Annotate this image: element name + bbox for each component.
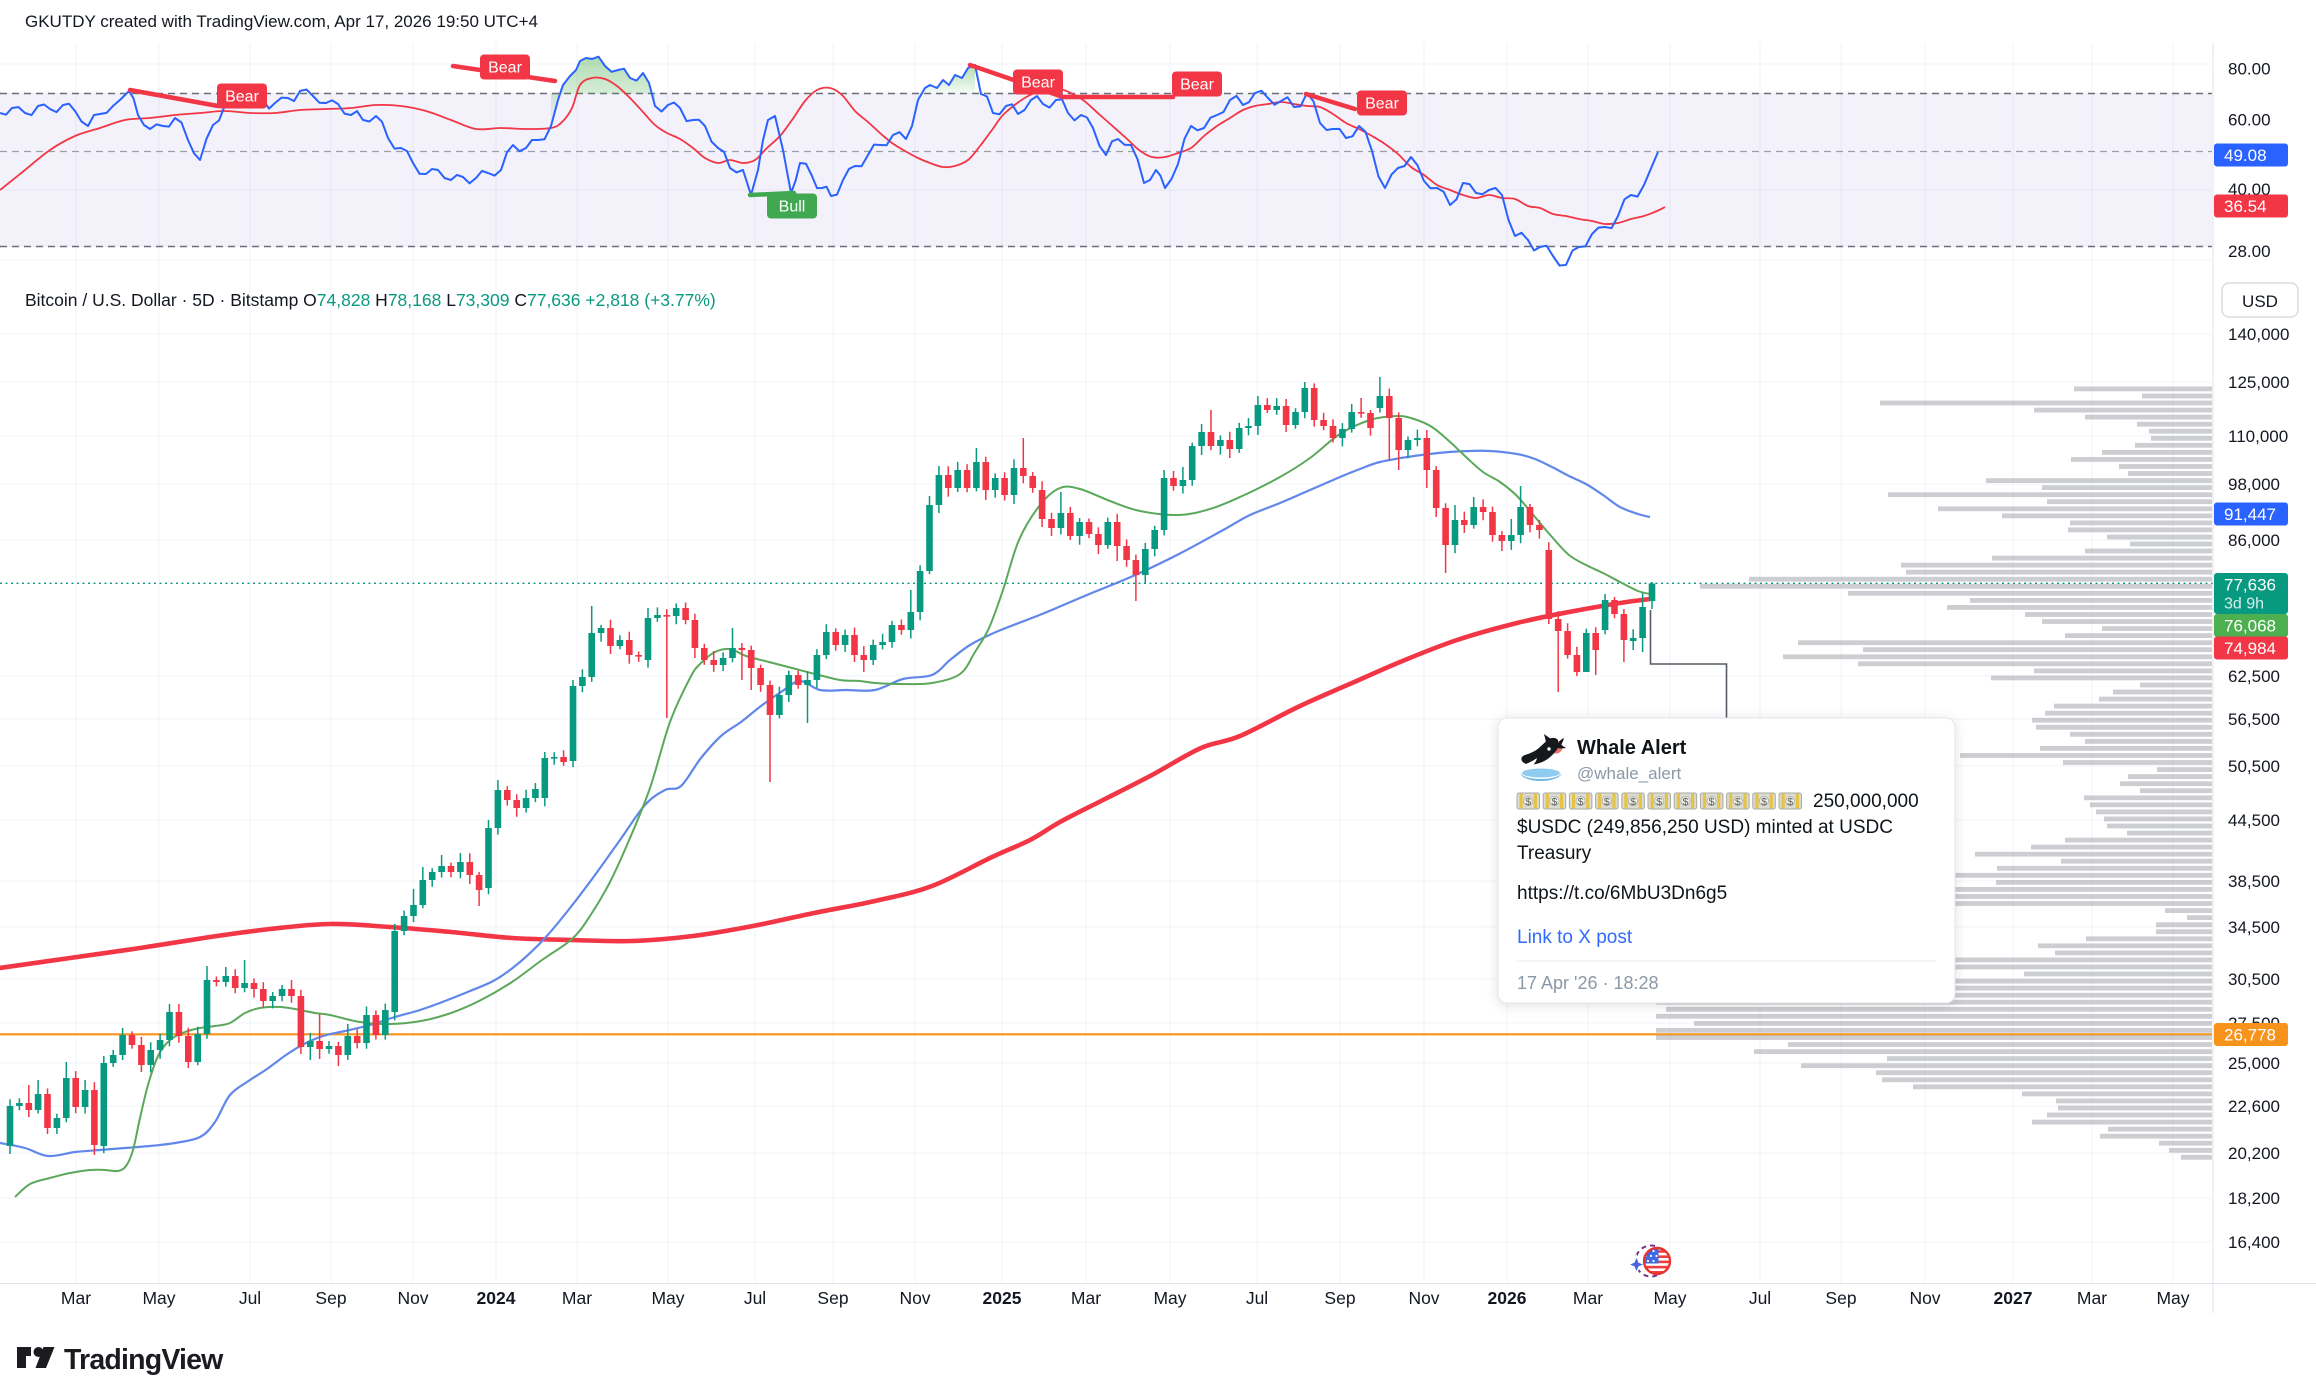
svg-text:$: $	[1604, 796, 1610, 808]
svg-text:Nov: Nov	[397, 1288, 428, 1308]
svg-text:2026: 2026	[1488, 1288, 1527, 1308]
svg-text:$: $	[1578, 796, 1584, 808]
svg-text:86,000: 86,000	[2228, 531, 2280, 550]
svg-text:Bear: Bear	[488, 60, 522, 77]
svg-text:TradingView: TradingView	[64, 1344, 224, 1376]
svg-text:2024: 2024	[477, 1288, 516, 1308]
svg-text:Mar: Mar	[562, 1288, 592, 1308]
svg-text:$: $	[1709, 796, 1715, 808]
svg-text:2027: 2027	[1994, 1288, 2033, 1308]
svg-text:$: $	[1735, 796, 1741, 808]
svg-text:49.08: 49.08	[2224, 146, 2267, 165]
svg-text:110,000: 110,000	[2228, 427, 2288, 446]
svg-text:50,500: 50,500	[2228, 757, 2280, 776]
svg-text:Mar: Mar	[61, 1288, 91, 1308]
svg-text:20,200: 20,200	[2228, 1144, 2280, 1163]
svg-text:Jul: Jul	[744, 1288, 766, 1308]
svg-text:91,447: 91,447	[2224, 505, 2276, 524]
svg-text:16,400: 16,400	[2228, 1233, 2280, 1252]
svg-text:74,984: 74,984	[2224, 639, 2276, 658]
svg-text:18,200: 18,200	[2228, 1189, 2280, 1208]
svg-text:$: $	[1656, 796, 1662, 808]
svg-text:GKUTDY created with TradingVie: GKUTDY created with TradingView.com, Apr…	[25, 12, 538, 31]
svg-text:125,000: 125,000	[2228, 373, 2289, 392]
svg-text:56,500: 56,500	[2228, 710, 2280, 729]
svg-text:140,000: 140,000	[2228, 325, 2289, 344]
svg-text:Bitcoin / U.S. Dollar · 5D · B: Bitcoin / U.S. Dollar · 5D · Bitstamp O7…	[25, 290, 716, 310]
svg-text:Treasury: Treasury	[1517, 843, 1592, 864]
svg-text:Sep: Sep	[1324, 1288, 1355, 1308]
svg-text:Bear: Bear	[1180, 77, 1214, 94]
svg-text:$: $	[1682, 796, 1688, 808]
svg-text:62,500: 62,500	[2228, 667, 2280, 686]
svg-text:38,500: 38,500	[2228, 872, 2280, 891]
svg-text:May: May	[651, 1288, 684, 1308]
svg-text:May: May	[1153, 1288, 1186, 1308]
svg-text:Jul: Jul	[239, 1288, 261, 1308]
svg-text:60.00: 60.00	[2228, 111, 2271, 130]
svg-text:$USDC (249,856,250 USD) minted: $USDC (249,856,250 USD) minted at USDC	[1517, 817, 1893, 838]
svg-text:Mar: Mar	[1573, 1288, 1603, 1308]
svg-text:$: $	[1525, 796, 1531, 808]
svg-text:Nov: Nov	[899, 1288, 930, 1308]
svg-text:$: $	[1787, 796, 1793, 808]
svg-text:May: May	[142, 1288, 175, 1308]
svg-text:Bear: Bear	[1365, 96, 1399, 113]
svg-text:34,500: 34,500	[2228, 918, 2280, 937]
svg-text:2025: 2025	[983, 1288, 1022, 1308]
svg-text:Nov: Nov	[1408, 1288, 1439, 1308]
svg-text:250,000,000: 250,000,000	[1813, 791, 1919, 812]
svg-text:May: May	[2156, 1288, 2189, 1308]
svg-text:Bull: Bull	[779, 199, 806, 216]
svg-text:Bear: Bear	[225, 89, 259, 106]
svg-text:@whale_alert: @whale_alert	[1577, 764, 1681, 783]
svg-text:Nov: Nov	[1909, 1288, 1940, 1308]
svg-text:30,500: 30,500	[2228, 970, 2280, 989]
svg-text:Link to X post: Link to X post	[1517, 927, 1633, 948]
svg-text:Sep: Sep	[315, 1288, 346, 1308]
svg-text:26,778: 26,778	[2224, 1026, 2276, 1045]
svg-text:98,000: 98,000	[2228, 475, 2280, 494]
svg-text:36.54: 36.54	[2224, 197, 2267, 216]
svg-text:May: May	[1653, 1288, 1686, 1308]
svg-text:https://t.co/6MbU3Dn6g5: https://t.co/6MbU3Dn6g5	[1517, 883, 1727, 904]
svg-text:Bear: Bear	[1021, 75, 1055, 92]
svg-text:22,600: 22,600	[2228, 1097, 2280, 1116]
svg-text:$: $	[1551, 796, 1557, 808]
svg-text:Whale Alert: Whale Alert	[1577, 737, 1687, 759]
svg-text:Jul: Jul	[1246, 1288, 1268, 1308]
svg-text:Sep: Sep	[1825, 1288, 1856, 1308]
svg-text:$: $	[1761, 796, 1767, 808]
svg-text:Jul: Jul	[1749, 1288, 1771, 1308]
svg-text:Mar: Mar	[2077, 1288, 2107, 1308]
svg-text:Sep: Sep	[817, 1288, 848, 1308]
svg-text:77,636: 77,636	[2224, 576, 2276, 595]
svg-text:3d 9h: 3d 9h	[2224, 596, 2264, 613]
svg-text:USD: USD	[2242, 292, 2278, 311]
svg-text:44,500: 44,500	[2228, 811, 2280, 830]
svg-text:28.00: 28.00	[2228, 242, 2271, 261]
svg-text:40.00: 40.00	[2228, 180, 2271, 199]
svg-text:25,000: 25,000	[2228, 1054, 2280, 1073]
svg-text:17 Apr '26 · 18:28: 17 Apr '26 · 18:28	[1517, 973, 1659, 993]
svg-text:76,068: 76,068	[2224, 617, 2276, 636]
svg-text:Mar: Mar	[1071, 1288, 1101, 1308]
svg-text:$: $	[1630, 796, 1636, 808]
svg-text:80.00: 80.00	[2228, 60, 2271, 79]
